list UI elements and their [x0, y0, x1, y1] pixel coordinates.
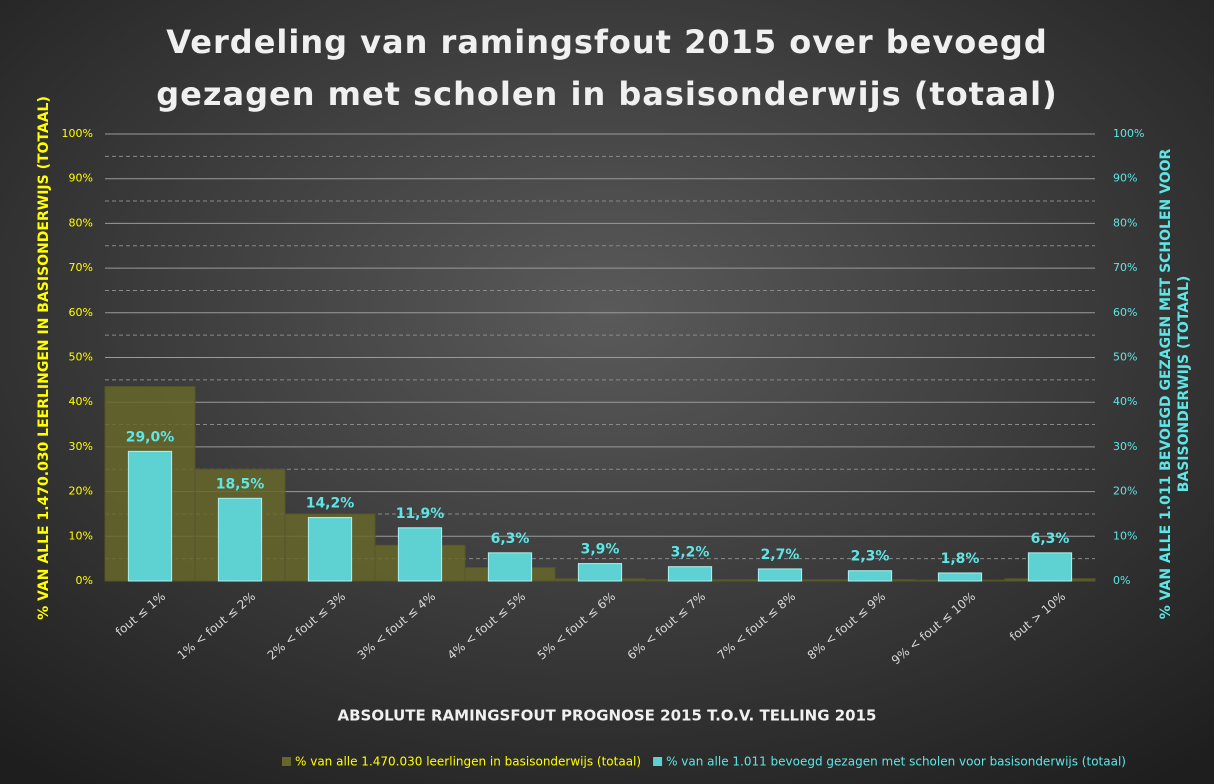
data-label: 6,3%	[491, 531, 530, 547]
y-tick-label: 40%	[69, 395, 93, 408]
y-tick-label: 70%	[69, 261, 93, 274]
bar	[577, 563, 623, 582]
data-label: 1,8%	[941, 551, 980, 567]
y2-tick-label: 100%	[1113, 127, 1144, 140]
y-tick-label: 30%	[69, 440, 93, 453]
bar	[667, 566, 713, 582]
legend-swatch	[282, 757, 291, 766]
y-axis-title: % VAN ALLE 1.470.030 LEERLINGEN IN BASIS…	[36, 96, 52, 620]
data-label: 14,2%	[306, 496, 355, 512]
bar	[1027, 552, 1073, 582]
y2-tick-label: 10%	[1113, 529, 1137, 542]
legend-label: % van alle 1.470.030 leerlingen in basis…	[295, 755, 641, 769]
y-tick-label: 90%	[69, 172, 93, 185]
y2-tick-label: 40%	[1113, 395, 1137, 408]
y2-tick-label: 50%	[1113, 351, 1137, 364]
y2-tick-label: 90%	[1113, 172, 1137, 185]
y2-axis-title: % VAN ALLE 1.011 BEVOEGD GEZAGEN MET SCH…	[1158, 148, 1174, 619]
chart-title: Verdeling van ramingsfout 2015 over bevo…	[166, 23, 1047, 61]
data-label: 3,9%	[581, 542, 620, 558]
y2-tick-label: 70%	[1113, 261, 1137, 274]
bar	[217, 497, 263, 582]
y-tick-label: 20%	[69, 485, 93, 498]
y2-tick-label: 80%	[1113, 216, 1137, 229]
y2-axis-title: BASISONDERWIJS (TOTAAL)	[1176, 276, 1192, 493]
y-tick-label: 0%	[76, 574, 93, 587]
y-tick-label: 50%	[69, 351, 93, 364]
bar	[937, 572, 983, 582]
bar	[487, 552, 533, 582]
y-tick-label: 10%	[69, 529, 93, 542]
data-label: 3,2%	[671, 545, 710, 561]
data-label: 18,5%	[216, 476, 265, 492]
y2-tick-label: 0%	[1113, 574, 1130, 587]
bar	[397, 527, 443, 582]
y-tick-label: 100%	[62, 127, 93, 140]
bar	[847, 570, 893, 582]
bar	[757, 568, 803, 582]
data-label: 2,3%	[851, 549, 890, 565]
y2-tick-label: 20%	[1113, 485, 1137, 498]
chart-title: gezagen met scholen in basisonderwijs (t…	[156, 75, 1058, 113]
bar	[127, 450, 173, 582]
legend-label: % van alle 1.011 bevoegd gezagen met sch…	[666, 755, 1126, 769]
x-axis-title: ABSOLUTE RAMINGSFOUT PROGNOSE 2015 T.O.V…	[337, 707, 876, 725]
data-label: 29,0%	[126, 429, 175, 445]
legend-swatch	[653, 757, 663, 766]
bar	[307, 517, 353, 582]
y2-tick-label: 60%	[1113, 306, 1137, 319]
y-tick-label: 60%	[69, 306, 93, 319]
data-label: 11,9%	[396, 506, 445, 522]
y-tick-label: 80%	[69, 216, 93, 229]
data-label: 2,7%	[761, 547, 800, 563]
data-label: 6,3%	[1031, 531, 1070, 547]
y2-tick-label: 30%	[1113, 440, 1137, 453]
